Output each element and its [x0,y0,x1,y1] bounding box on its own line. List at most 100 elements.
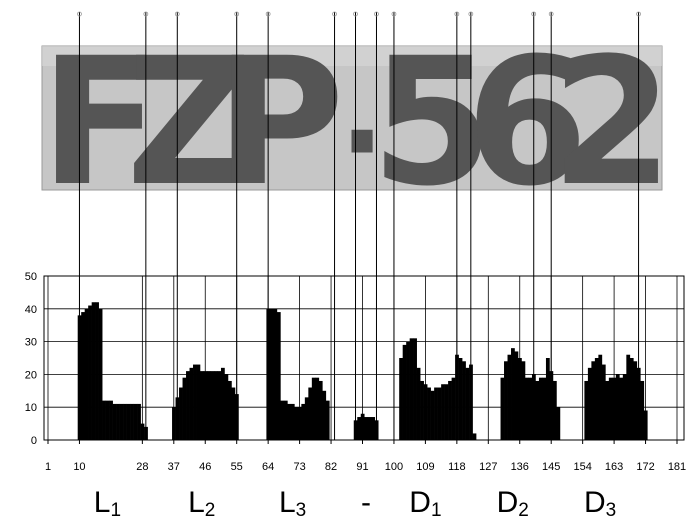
histogram-bar [200,371,204,440]
histogram-bar [269,308,274,440]
histogram-bar [220,367,225,440]
histogram-bar [301,403,306,440]
histogram-bar [186,371,190,440]
histogram-bar [308,387,313,440]
histogram-bar [409,338,414,440]
histogram-bar [193,364,197,440]
x-tick-label: 1 [45,461,51,473]
histogram-bar [119,403,124,440]
histogram-bar [203,371,208,440]
histogram-bar [325,400,330,440]
x-tick-label: 145 [542,461,560,473]
x-tick-label: 10 [73,461,85,473]
segment-label: D1 [409,486,441,521]
plot-area [43,275,685,441]
projection-chart: 0 10 20 30 40 50 1 10 28 37 46 55 64 73 82 91 100 109 118… [25,271,686,473]
histogram-bar [116,403,120,440]
histogram-bar [123,403,127,440]
segmentation-line-marker [391,11,397,17]
histogram-bar [213,371,218,440]
histogram-bar [441,384,445,440]
x-tick-label: 127 [479,461,497,473]
histogram-bar [364,417,369,440]
histogram-bar [402,344,407,440]
histogram-bar [535,380,540,440]
histogram-bar [357,417,362,440]
histogram-bar [84,308,89,440]
histogram-bar [311,377,316,440]
y-tick-label: 20 [25,369,37,381]
x-tick-label: 73 [293,461,305,473]
histogram-bar [448,380,452,440]
histogram-bar [430,390,435,440]
plate-glyph: 2 [551,20,673,225]
histogram-bar [629,358,634,440]
x-tick-label: 118 [448,461,466,473]
histogram-bar [472,433,477,440]
histogram-bar [276,312,281,440]
histogram-bar [287,403,292,440]
histogram-bar [290,403,295,440]
histogram-bar [462,361,466,440]
segmentation-line-marker [265,11,271,17]
x-tick-label: 55 [231,461,243,473]
histogram-bar [304,397,309,440]
histogram-bar [528,377,533,440]
histogram-bar [322,390,327,440]
histogram-bar [130,403,134,440]
histogram-bar [217,371,222,440]
segment-labels: L1 L2 L3 - D1 D2 D3 [94,486,616,521]
histogram-bar [179,387,183,440]
histogram-bar [507,354,512,440]
histogram-bar [126,403,131,440]
histogram-bar [587,367,592,440]
histogram-bar [594,358,599,440]
histogram-bar [601,364,606,440]
x-tick-label: 154 [573,461,591,473]
segment-label: L3 [279,486,306,521]
histogram-bar [172,407,176,440]
histogram-bar [360,413,365,440]
histogram-bar [273,308,278,440]
histogram-bar [500,377,505,440]
histogram-bar [451,377,456,440]
segment-label: L1 [94,486,121,521]
histogram-bar [315,377,320,440]
segmentation-line-marker [332,11,337,17]
y-tick-label: 10 [25,402,37,414]
histogram-bar [556,407,561,440]
plate-glyph: P [216,20,345,225]
histogram-bar [399,358,403,440]
histogram-bar [91,302,96,440]
histogram-bar [458,358,463,440]
histogram-bar [612,377,617,440]
segmentation-line-marker [374,11,379,17]
segmentation-line-marker [548,11,554,17]
segment-label: D2 [497,486,529,521]
plate-background [41,45,663,191]
x-tick-label: 91 [356,461,368,473]
histogram-bar [112,403,117,440]
histogram-bar [102,400,106,440]
histogram-bar [615,374,620,440]
histogram-bar [98,308,103,440]
segmentation-line-marker [143,11,149,17]
x-tick-label: 82 [325,461,337,473]
histogram-bar [622,374,627,440]
x-axis-ticks: 1 10 28 37 46 55 64 73 82 91 100 109 118 127 136 145 154… [45,440,686,473]
histogram-bar [95,302,99,440]
histogram-bar [511,348,515,440]
histogram-bar [196,364,201,440]
histogram-bar [224,374,229,440]
segmentation-line-marker [234,11,240,17]
histogram-bar [182,377,187,440]
histogram-bar [538,377,543,440]
x-tick-label: 136 [511,461,529,473]
histogram-bar [367,417,372,440]
histogram-bar [140,423,145,440]
segment-label: L2 [188,486,215,521]
histogram-bar [640,380,645,440]
histogram-bar [434,387,438,440]
histogram-bar [423,384,428,440]
